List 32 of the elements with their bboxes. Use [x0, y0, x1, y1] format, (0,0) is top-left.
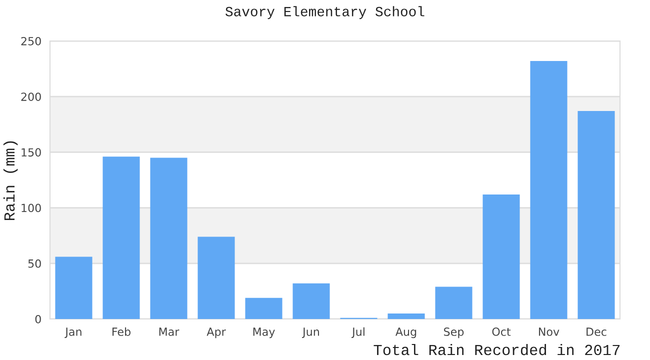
- x-tick-label: Feb: [112, 327, 130, 336]
- y-tick-label: 0: [35, 314, 41, 324]
- x-tick-label: Jun: [302, 328, 319, 338]
- x-tick-label: Jan: [64, 328, 82, 338]
- x-tick-label: Jul: [351, 327, 364, 338]
- x-tick-label: Oct: [492, 328, 511, 336]
- bar: [55, 256, 92, 319]
- y-axis-title: Rain (mm): [3, 141, 18, 220]
- x-tick-label: May: [253, 328, 275, 338]
- x-tick-label: Nov: [538, 328, 560, 336]
- x-tick-label: Sep: [444, 328, 464, 338]
- x-tick-label: Apr: [206, 328, 226, 338]
- y-tick-label: 200: [21, 92, 41, 101]
- bar: [150, 158, 188, 319]
- y-tick-label: 50: [28, 259, 41, 268]
- bar: [482, 194, 520, 319]
- y-tick-label: 150: [22, 148, 41, 157]
- bar: [530, 61, 568, 319]
- bar: [102, 156, 140, 319]
- y-tick-label: 100: [22, 204, 41, 212]
- bar: [435, 286, 472, 319]
- text: Total Rain Recorded in 2017: [374, 344, 620, 356]
- bar: [198, 236, 235, 319]
- y-tick-label: 250: [21, 36, 41, 46]
- x-tick-label: Aug: [395, 328, 416, 338]
- x-tick-label: Mar: [159, 328, 180, 336]
- bar: [578, 111, 615, 319]
- chart-title: Savory Elementary School: [226, 6, 424, 20]
- bar: [388, 313, 425, 319]
- x-tick-label: Dec: [586, 328, 606, 336]
- bar: [245, 298, 282, 319]
- bar: [292, 283, 330, 319]
